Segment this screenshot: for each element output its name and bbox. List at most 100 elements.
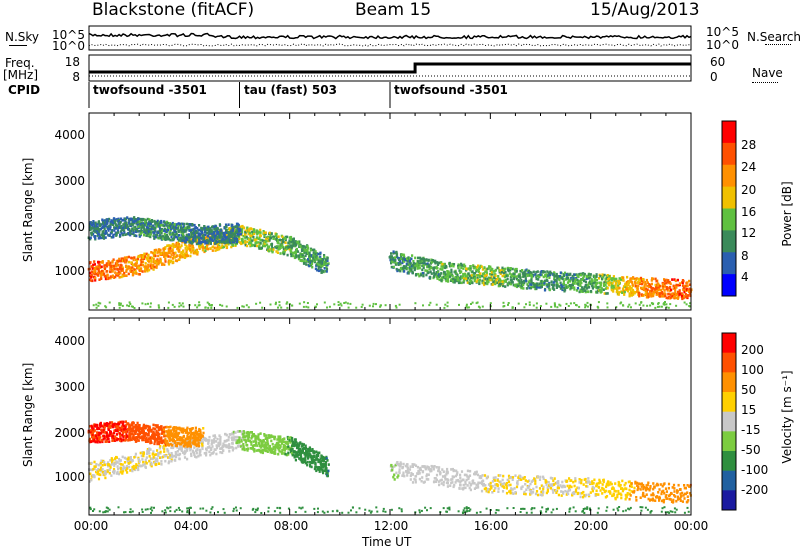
power-cell — [125, 221, 128, 225]
power-cell — [444, 277, 447, 281]
velocity-cell — [208, 439, 211, 442]
velocity-cell — [279, 437, 282, 440]
power-ground-cell — [210, 306, 213, 309]
power-cell — [475, 268, 478, 272]
power-cell — [528, 279, 531, 283]
power-cell — [135, 227, 138, 231]
velocity-cell — [217, 441, 220, 445]
velocity-cell — [112, 470, 115, 474]
velocity-cell — [115, 425, 118, 428]
velocity-cell — [99, 423, 102, 426]
velocity-cell — [232, 436, 235, 439]
velocity-cell — [256, 444, 259, 447]
power-cell — [170, 235, 173, 239]
velocity-cell — [176, 446, 179, 449]
power-cell — [634, 284, 637, 288]
velocity-cell — [89, 440, 93, 443]
power-ground-cell — [104, 305, 107, 308]
velocity-cell — [195, 451, 198, 455]
velocity-cell — [277, 436, 280, 440]
velocity-cell — [103, 431, 106, 434]
power-ground-cell — [471, 301, 474, 304]
power-cell — [109, 225, 112, 229]
power-cell — [97, 269, 100, 273]
power-cell — [497, 275, 500, 278]
power-cell — [125, 268, 128, 272]
power-ground-cell — [286, 306, 289, 309]
velocity-cell — [293, 455, 296, 459]
velocity-cell — [151, 452, 154, 456]
power-cell — [154, 260, 157, 263]
power-cell — [190, 231, 193, 235]
velocity-cell — [281, 439, 284, 442]
power-cell — [587, 284, 590, 287]
power-cell — [136, 223, 139, 227]
power-cell — [687, 289, 690, 292]
power-cell — [562, 282, 565, 286]
power-cell — [286, 253, 289, 257]
power-cell — [491, 278, 494, 281]
power-ground-cell — [326, 306, 328, 309]
power-cell — [130, 262, 133, 266]
velocity-cell — [90, 478, 93, 482]
power-cell — [127, 227, 130, 231]
power-cell — [133, 256, 136, 259]
power-cell — [617, 279, 620, 283]
power-cell — [555, 272, 558, 276]
power-cell — [142, 256, 145, 259]
power-cell — [275, 250, 278, 253]
velocity-cell — [118, 459, 121, 462]
velocity-cell — [310, 461, 313, 464]
velocity-cell — [127, 460, 130, 464]
power-cell — [525, 287, 528, 290]
power-cell — [487, 280, 490, 284]
power-cell — [519, 269, 522, 273]
power-cell — [502, 279, 506, 283]
power-cell — [287, 242, 290, 245]
power-ground-cell — [619, 302, 622, 305]
velocity-cell — [172, 446, 175, 450]
power-ground-cell — [181, 302, 184, 305]
power-cell — [172, 232, 175, 235]
power-cell — [288, 239, 291, 242]
velocity-cell — [139, 451, 142, 455]
power-cell — [98, 270, 101, 274]
power-cell — [126, 225, 129, 228]
velocity-cell — [131, 465, 134, 469]
power-cell — [681, 294, 684, 298]
power-cell — [104, 277, 107, 281]
power-cell — [488, 272, 492, 276]
power-ground-cell — [149, 305, 152, 308]
power-ground-cell — [307, 306, 310, 309]
power-ground-cell — [630, 306, 632, 309]
velocity-cell — [108, 440, 111, 443]
power-cell — [189, 248, 192, 252]
velocity-cell — [209, 453, 212, 457]
power-ground-cell — [586, 305, 589, 308]
power-cell — [120, 257, 123, 260]
power-cell — [192, 234, 196, 237]
power-cell — [106, 220, 109, 224]
power-cell — [99, 223, 102, 226]
velocity-cell — [153, 453, 157, 456]
power-cell — [98, 264, 101, 267]
power-cell — [538, 284, 541, 287]
power-cell — [123, 274, 126, 277]
velocity-cell — [119, 463, 123, 466]
power-cell — [319, 257, 322, 261]
power-cell — [148, 218, 151, 221]
power-cell — [158, 250, 161, 254]
velocity-cell — [289, 446, 293, 450]
velocity-cell — [320, 463, 323, 466]
velocity-cell — [308, 460, 312, 464]
velocity-cell — [109, 432, 112, 436]
power-cell — [269, 234, 272, 237]
power-cell — [421, 261, 424, 265]
power-cell — [186, 226, 189, 229]
power-cell — [295, 254, 298, 257]
power-cell — [501, 274, 504, 278]
power-cell — [238, 227, 241, 231]
power-cell — [106, 276, 109, 280]
power-cell — [114, 221, 117, 224]
power-cell — [309, 259, 312, 263]
